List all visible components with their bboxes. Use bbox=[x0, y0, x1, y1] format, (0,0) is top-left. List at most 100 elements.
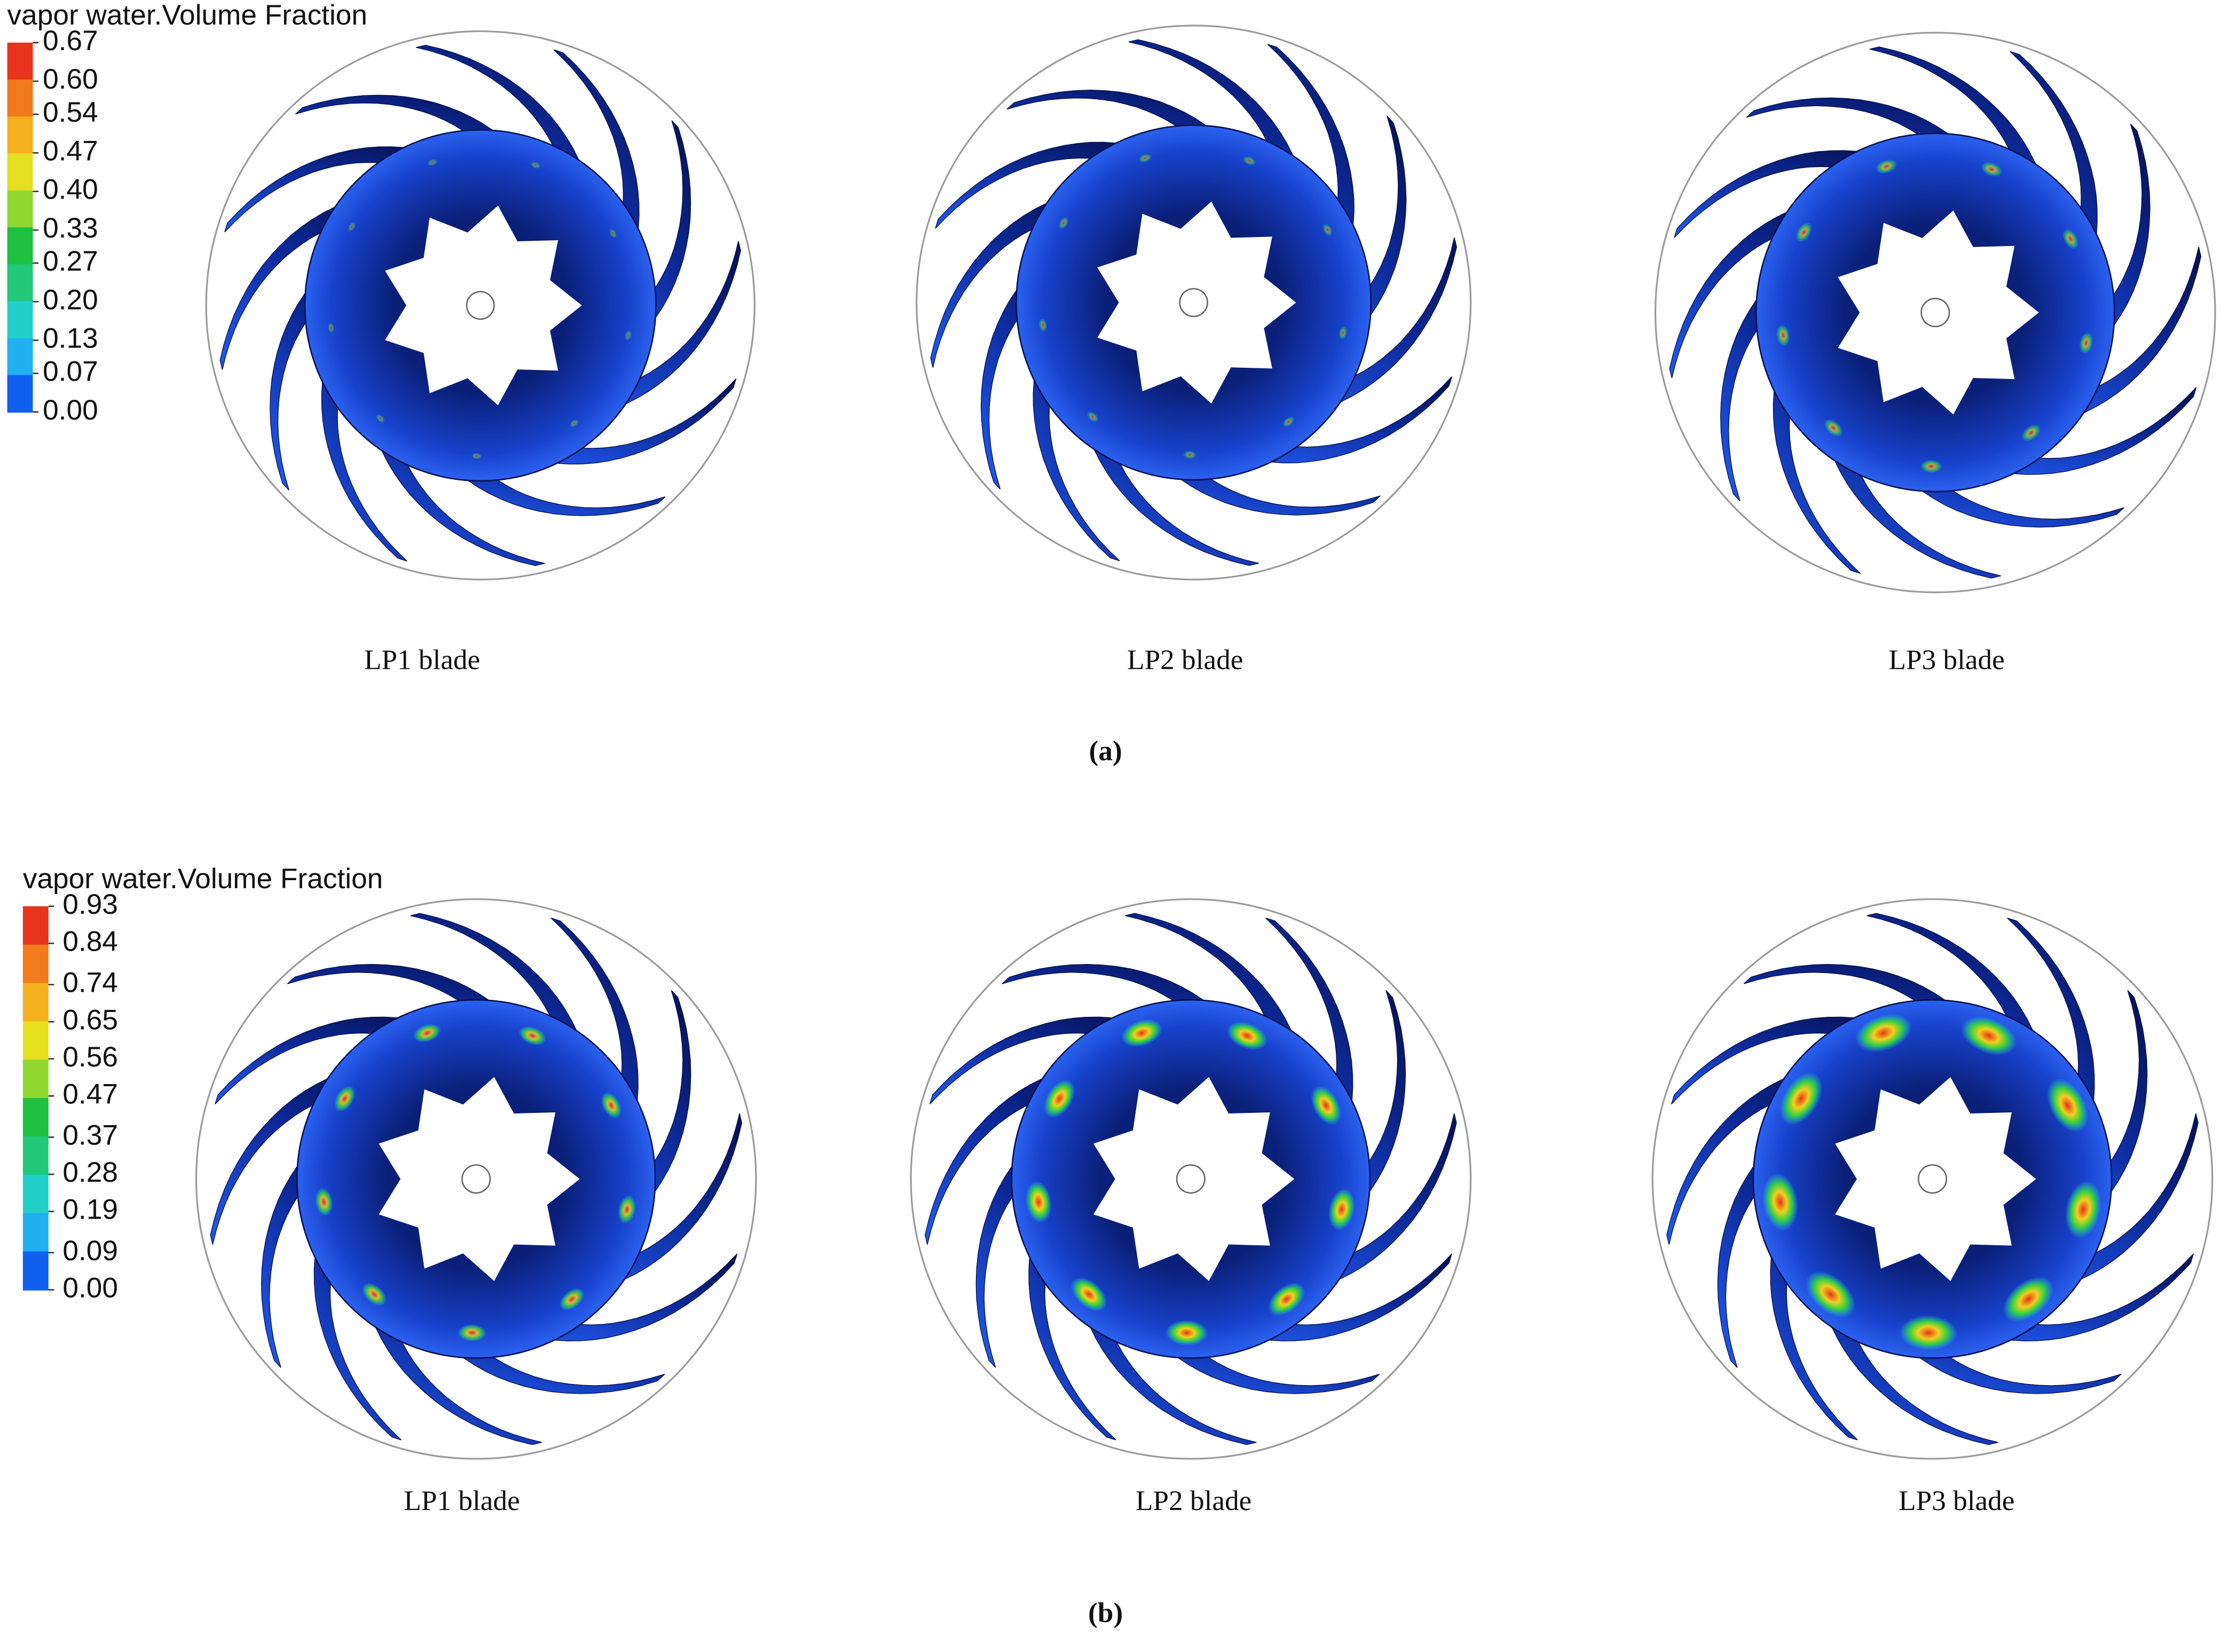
cavitation-zone bbox=[1762, 1173, 1799, 1231]
casing bbox=[1651, 898, 2214, 1460]
legend-tick-label: 0.00 bbox=[43, 394, 98, 426]
cavitation-zone bbox=[1920, 460, 1943, 473]
legend-tick-label: 0.20 bbox=[43, 284, 98, 315]
legend-tick-label: 0.19 bbox=[62, 1194, 118, 1226]
cavitation-zone bbox=[348, 222, 356, 232]
cavitation-zone bbox=[1183, 450, 1197, 459]
legend-tick-label: 0.47 bbox=[43, 135, 98, 167]
color-bar-segment bbox=[22, 944, 49, 984]
color-bar-segment bbox=[22, 906, 49, 946]
cavitation-zone bbox=[1226, 1021, 1268, 1050]
cavitation-zone bbox=[458, 1324, 487, 1342]
legend-title: vapor water.Volume Fraction bbox=[7, 0, 367, 31]
casing bbox=[195, 898, 757, 1460]
cavitation-zone bbox=[427, 159, 438, 166]
color-bar-segment bbox=[7, 375, 33, 413]
cavitation-zone bbox=[518, 1026, 547, 1046]
panel-label: (b) bbox=[1088, 1597, 1123, 1629]
cavitation-zone bbox=[1058, 216, 1069, 230]
cavitation-zone bbox=[1981, 162, 2003, 177]
cavitation-zone bbox=[1779, 1072, 1823, 1126]
cavitation-zone bbox=[1960, 1016, 2017, 1056]
cavitation-zone bbox=[1328, 1188, 1355, 1231]
casing bbox=[916, 25, 1472, 581]
cavitation-zone bbox=[1776, 324, 1790, 347]
cavitation-zone bbox=[375, 414, 385, 423]
color-bar-segment bbox=[7, 116, 33, 154]
color-bar-segment bbox=[7, 301, 33, 339]
color-bar-segment bbox=[7, 80, 33, 117]
impeller-caption: LP3 blade bbox=[1899, 1485, 2014, 1516]
impeller bbox=[205, 30, 755, 581]
cavitation-zone bbox=[601, 1092, 622, 1119]
cavitation-zone bbox=[2079, 332, 2093, 354]
cavitation-zone bbox=[328, 322, 335, 334]
color-bar-segment bbox=[22, 1251, 49, 1291]
legend-tick-label: 0.47 bbox=[62, 1078, 118, 1110]
cavitation-zone bbox=[413, 1023, 442, 1043]
casing bbox=[205, 30, 755, 581]
impeller-caption: LP1 blade bbox=[364, 644, 480, 675]
color-bar-segment bbox=[22, 1060, 49, 1099]
shaft-hole bbox=[466, 291, 495, 320]
cavitation-zone bbox=[1044, 1079, 1075, 1118]
legend-tick-label: 0.93 bbox=[62, 889, 118, 920]
color-bar-segment bbox=[22, 1174, 49, 1214]
panel-label: (a) bbox=[1089, 735, 1122, 766]
cavitation-zone bbox=[362, 1283, 387, 1306]
cavitation-zone bbox=[1824, 419, 1843, 437]
cavitation-zone bbox=[471, 453, 482, 460]
color-bar-segment bbox=[7, 153, 33, 191]
legend-tick-label: 0.56 bbox=[62, 1041, 118, 1073]
color-bar-segment bbox=[7, 190, 33, 228]
legend-tick-label: 0.33 bbox=[43, 212, 98, 244]
cavitation-zone bbox=[1876, 159, 1897, 174]
cavitation-zone bbox=[1806, 1271, 1856, 1318]
color-bar-segment bbox=[7, 42, 33, 81]
color-bar-segment bbox=[22, 1021, 49, 1061]
cavitation-zone bbox=[1338, 326, 1348, 340]
legend-tick-label: 0.65 bbox=[62, 1004, 118, 1036]
cavitation-zone bbox=[1242, 156, 1256, 165]
color-bar-segment bbox=[7, 227, 33, 265]
impeller bbox=[1651, 898, 2214, 1460]
cavitation-zone bbox=[1070, 1277, 1107, 1311]
cavitation-zone bbox=[2003, 1276, 2054, 1322]
cavitation-zone bbox=[1795, 222, 1812, 242]
cavitation-zone bbox=[1086, 411, 1099, 423]
cavitation-zone bbox=[315, 1187, 333, 1216]
legend-tick-label: 0.09 bbox=[62, 1235, 118, 1267]
cavitation-zone bbox=[1268, 1283, 1305, 1316]
cavitation-zone bbox=[569, 419, 579, 428]
cavitation-zone bbox=[334, 1085, 356, 1112]
cavitation-zone bbox=[618, 1195, 636, 1224]
cavitation-zone bbox=[2046, 1078, 2089, 1133]
cavitation-zone bbox=[2021, 424, 2041, 441]
legend-tick-label: 0.07 bbox=[43, 356, 98, 388]
color-bar-segment bbox=[22, 1213, 49, 1252]
impeller-caption: LP2 blade bbox=[1127, 644, 1243, 675]
cavitation-zone bbox=[625, 330, 632, 341]
shaft-hole bbox=[1920, 297, 1950, 328]
cavitation-zone bbox=[1121, 1019, 1163, 1047]
color-bar-segment bbox=[22, 1098, 49, 1137]
casing bbox=[1654, 31, 2216, 594]
legend-tick-label: 0.84 bbox=[62, 926, 118, 957]
cavitation-zone bbox=[1322, 223, 1333, 236]
impeller bbox=[910, 898, 1472, 1460]
cavitation-zone bbox=[609, 228, 617, 239]
impeller-caption: LP1 blade bbox=[404, 1485, 520, 1516]
cavitation-zone bbox=[1282, 416, 1295, 428]
impeller bbox=[1654, 31, 2216, 594]
legend-tick-label: 0.27 bbox=[43, 246, 98, 277]
legend-tick-label: 0.60 bbox=[43, 64, 98, 95]
impeller bbox=[195, 898, 757, 1460]
legend-tick-label: 0.74 bbox=[62, 967, 118, 999]
cavitation-zone bbox=[1855, 1014, 1912, 1053]
legend-tick-label: 0.28 bbox=[62, 1157, 118, 1188]
cavitation-zone bbox=[1025, 1181, 1052, 1223]
color-bar-segment bbox=[7, 264, 33, 302]
